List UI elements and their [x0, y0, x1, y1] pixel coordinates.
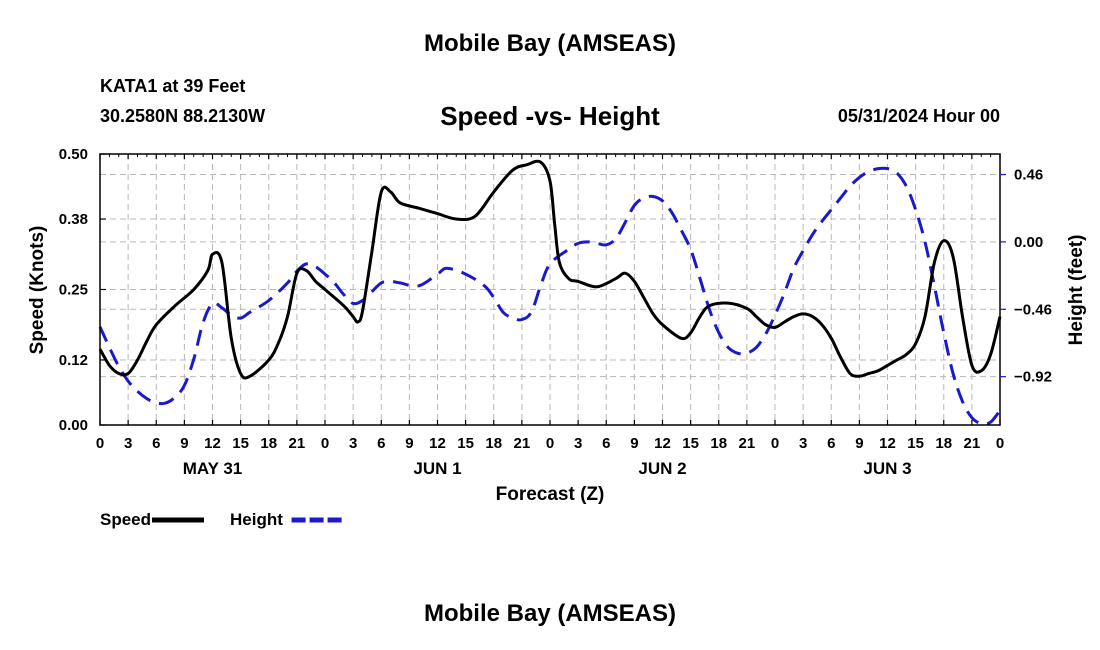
x-tick-label: 21 [514, 435, 531, 452]
x-tick-label: 18 [935, 435, 952, 452]
x-tick-label: 9 [855, 435, 863, 452]
x-tick-label: 6 [152, 435, 160, 452]
y-axis-label: Speed (Knots) [27, 226, 48, 355]
x-tick-label: 0 [321, 435, 329, 452]
x-tick-label: 3 [799, 435, 807, 452]
y2-tick-label: 0.46 [1014, 167, 1043, 184]
next-chart-title: Mobile Bay (AMSEAS) [423, 600, 677, 627]
series-line-height [98, 166, 1002, 426]
legend-label-height: Height [230, 510, 283, 529]
x-tick-label: 21 [739, 435, 756, 452]
x-tick-label: 6 [602, 435, 610, 452]
station-label: KATA1 at 39 Feet [100, 76, 246, 96]
x-tick-label: 6 [827, 435, 835, 452]
day-label: JUN 3 [863, 459, 911, 478]
y2-axis-label: Height (feet) [1066, 235, 1087, 346]
x-tick-label: 21 [289, 435, 306, 452]
legend-label-speed: Speed [100, 510, 151, 529]
x-tick-label: 12 [654, 435, 671, 452]
x-tick-label: 15 [457, 435, 474, 452]
station-coordinates: 30.2580N 88.2130W [100, 106, 266, 126]
x-tick-label: 9 [630, 435, 638, 452]
x-tick-label: 0 [996, 435, 1004, 452]
y-tick-label: 0.50 [59, 146, 88, 163]
day-label: JUN 2 [638, 459, 686, 478]
x-tick-label: 9 [405, 435, 413, 452]
forecast-datetime: 05/31/2024 Hour 00 [837, 106, 1000, 126]
x-tick-label: 15 [232, 435, 249, 452]
y-tick-label: 0.12 [59, 352, 88, 369]
day-label: MAY 31 [183, 459, 243, 478]
x-tick-label: 3 [124, 435, 132, 452]
x-tick-label: 15 [907, 435, 924, 452]
x-tick-label: 18 [710, 435, 727, 452]
x-tick-label: 15 [682, 435, 699, 452]
x-tick-label: 9 [180, 435, 188, 452]
x-tick-label: 12 [879, 435, 896, 452]
y-tick-label: 0.25 [59, 282, 88, 299]
x-tick-label: 6 [377, 435, 385, 452]
x-tick-label: 18 [485, 435, 502, 452]
chart-grid [100, 154, 1000, 425]
y-tick-label: 0.00 [59, 417, 88, 434]
y-tick-label: 0.38 [59, 211, 88, 228]
x-axis-label: Forecast (Z) [496, 484, 605, 505]
chart-main-title: Mobile Bay (AMSEAS) [423, 30, 677, 57]
y2-tick-label: 0.00 [1014, 234, 1043, 251]
chart-legend: Speed Height [100, 510, 344, 529]
x-tick-label: 0 [546, 435, 554, 452]
y2-tick-label: −0.92 [1014, 369, 1052, 386]
x-tick-label: 12 [204, 435, 221, 452]
chart-series [98, 159, 1002, 426]
x-tick-label: 3 [574, 435, 582, 452]
y2-tick-label: −0.46 [1014, 301, 1052, 318]
chart-subtitle: Speed -vs- Height [440, 101, 660, 131]
x-tick-label: 0 [96, 435, 104, 452]
series-line-speed [98, 159, 1002, 380]
x-tick-label: 18 [260, 435, 277, 452]
chart-axes: 0 3 6 9 12 15 18 21 0 3 6 9 12 15 18 21 0 3 6 9 12 15 18 21 0 3 6 9… [59, 146, 1052, 478]
x-tick-label: 12 [429, 435, 446, 452]
x-tick-label: 0 [771, 435, 779, 452]
day-label: JUN 1 [413, 459, 461, 478]
x-tick-label: 3 [349, 435, 357, 452]
x-tick-label: 21 [964, 435, 981, 452]
